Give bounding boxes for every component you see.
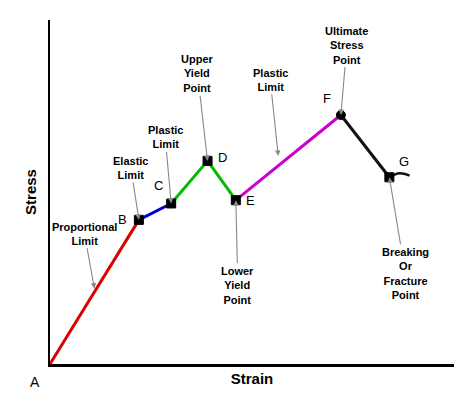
svg-text:F: F [323, 91, 331, 106]
svg-text:G: G [399, 154, 409, 169]
svg-text:PlasticLimit: PlasticLimit [148, 124, 183, 150]
svg-text:LowerYieldPoint: LowerYieldPoint [221, 265, 254, 306]
svg-text:UltimateStressPoint: UltimateStressPoint [325, 25, 368, 66]
svg-text:E: E [246, 193, 255, 208]
svg-text:UpperYieldPoint: UpperYieldPoint [181, 53, 214, 94]
svg-text:Stress: Stress [22, 169, 39, 215]
svg-text:C: C [154, 178, 163, 193]
svg-text:PlasticLimit: PlasticLimit [253, 67, 288, 93]
svg-text:ProportionalLimit: ProportionalLimit [52, 221, 117, 247]
svg-text:B: B [118, 212, 127, 227]
svg-text:ElasticLimit: ElasticLimit [113, 155, 148, 181]
svg-text:D: D [218, 150, 227, 165]
svg-text:A: A [30, 374, 40, 390]
svg-text:BreakingOrFracturePoint: BreakingOrFracturePoint [382, 246, 429, 301]
svg-text:Strain: Strain [231, 370, 274, 387]
